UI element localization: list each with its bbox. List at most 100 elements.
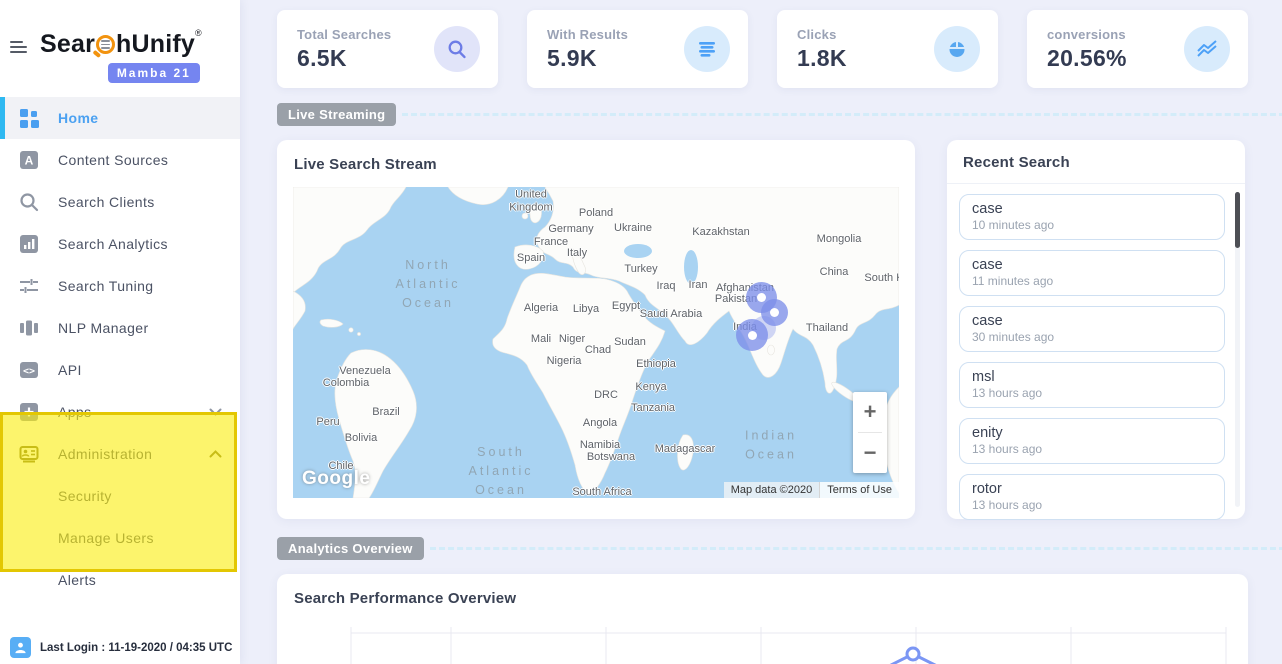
sidebar-item-label: Manage Users [58,530,154,546]
analytics-bars-icon [18,233,40,255]
map-data-text: Map data ©2020 [723,482,820,498]
results-list-icon [684,26,730,72]
card-title: Recent Search [963,154,1070,171]
sidebar-item-label: API [58,362,82,378]
search-time: 13 hours ago [972,386,1043,400]
map-attribution: Map data ©2020 Terms of Use [723,482,899,498]
chart-canvas [350,627,1227,664]
zoom-divider [858,432,882,433]
country-label: Sudan [614,336,646,348]
search-query: enity [972,425,1003,441]
recent-search-item[interactable]: msl 13 hours ago [959,362,1225,408]
recent-search-item[interactable]: enity 13 hours ago [959,418,1225,464]
country-label: Tanzania [630,402,676,414]
logo-text-left: Sear [40,30,96,58]
series-blue-point [905,646,921,662]
recent-search-item[interactable]: rotor 13 hours ago [959,474,1225,520]
stats-row: Total Searches 6.5K With Results 5.9K Cl… [277,10,1248,88]
search-query: rotor [972,481,1002,497]
search-time: 10 minutes ago [972,218,1055,232]
stat-card-total-searches: Total Searches 6.5K [277,10,498,88]
country-label: South Africa [572,486,632,498]
sidebar-item-api[interactable]: <> API [0,349,240,391]
card-title: Search Performance Overview [294,590,517,607]
google-logo[interactable]: Google [302,468,371,489]
sidebar-item-security[interactable]: Security [0,475,240,517]
sidebar-item-apps[interactable]: Apps [0,391,240,433]
country-label: Chile [328,460,354,472]
ocean-label: North Atlantic Ocean [395,257,461,310]
country-label: Algeria [523,302,559,314]
country-label: Mali [530,333,552,345]
sidebar-item-search-analytics[interactable]: Search Analytics [0,223,240,265]
main-content: Total Searches 6.5K With Results 5.9K Cl… [240,0,1282,664]
user-icon [10,637,31,658]
recent-search-card: Recent Search case 10 minutes ago case 1… [947,140,1245,520]
sidebar-item-manage-users[interactable]: Manage Users [0,517,240,559]
stat-label: Total Searches [297,26,392,42]
sidebar-item-administration[interactable]: Administration [0,433,240,475]
country-label: Nigeria [546,355,582,367]
sidebar-item-home[interactable]: Home [0,97,240,139]
home-grid-icon [18,107,40,129]
country-label: DRC [594,389,618,401]
world-map[interactable]: North Atlantic Ocean South Atlantic Ocea… [293,187,899,498]
country-label: Libya [572,303,600,315]
section-analytics-overview: Analytics Overview [277,537,1282,560]
stat-value: 1.8K [797,44,847,71]
country-label: Niger [558,333,586,345]
sidebar-item-label: Search Clients [58,194,155,210]
map-marker[interactable] [761,299,788,326]
map-marker[interactable] [736,319,768,351]
content-sources-icon: A [18,149,40,171]
country-label: Iran [688,279,708,291]
recent-search-list: case 10 minutes ago case 11 minutes ago … [947,184,1245,530]
search-query: case [972,257,1003,273]
sidebar-item-search-tuning[interactable]: Search Tuning [0,265,240,307]
country-label: Namibia [579,439,621,451]
country-label: Poland [578,207,614,219]
section-badge: Live Streaming [277,103,397,126]
terms-of-use-link[interactable]: Terms of Use [819,482,899,498]
country-label: Spain [516,252,546,264]
scrollbar-track[interactable] [1235,192,1240,507]
sidebar-item-nlp-manager[interactable]: NLP Manager [0,307,240,349]
sidebar-item-label: Administration [58,446,153,462]
last-login-text: Last Login : 11-19-2020 / 04:35 UTC [40,641,233,654]
recent-search-item[interactable]: case 10 minutes ago [959,194,1225,240]
ocean-label: Indian Ocean [744,428,798,461]
country-label: Ethiopia [636,358,676,370]
hamburger-menu-icon[interactable] [10,38,28,56]
chevron-up-icon [209,450,222,458]
search-time: 30 minutes ago [972,330,1055,344]
country-label: Colombia [322,377,370,389]
section-live-streaming: Live Streaming [277,103,1282,126]
recent-search-item[interactable]: case 11 minutes ago [959,250,1225,296]
stat-card-conversions: conversions 20.56% [1027,10,1248,88]
country-label: United Kingdom [509,188,553,213]
nlp-manager-icon [18,317,40,339]
search-query: case [972,201,1003,217]
sidebar-item-search-clients[interactable]: Search Clients [0,181,240,223]
zoom-out-button[interactable]: − [863,440,877,465]
performance-chart: 1,980 [293,621,1232,664]
registered-mark: ® [195,28,202,38]
country-label: Egypt [611,300,641,312]
country-label: Thailand [805,322,849,334]
country-label: Germany [548,223,594,235]
sidebar-item-label: Alerts [58,572,97,588]
section-divider [429,547,1282,550]
sidebar-item-content-sources[interactable]: A Content Sources [0,139,240,181]
scrollbar-thumb[interactable] [1235,192,1240,248]
trend-icon [1184,26,1230,72]
mouse-icon [934,26,980,72]
zoom-in-button[interactable]: + [863,399,877,424]
stat-label: With Results [547,26,629,42]
recent-search-item[interactable]: case 30 minutes ago [959,306,1225,352]
country-label: Botswana [586,451,636,463]
ocean-label: South Atlantic Ocean [468,444,534,497]
country-label: Peru [316,416,340,428]
sidebar-item-alerts[interactable]: Alerts [0,559,240,601]
sidebar-menu: Home A Content Sources Search Clients Se… [0,97,240,601]
card-title: Live Search Stream [294,156,437,173]
